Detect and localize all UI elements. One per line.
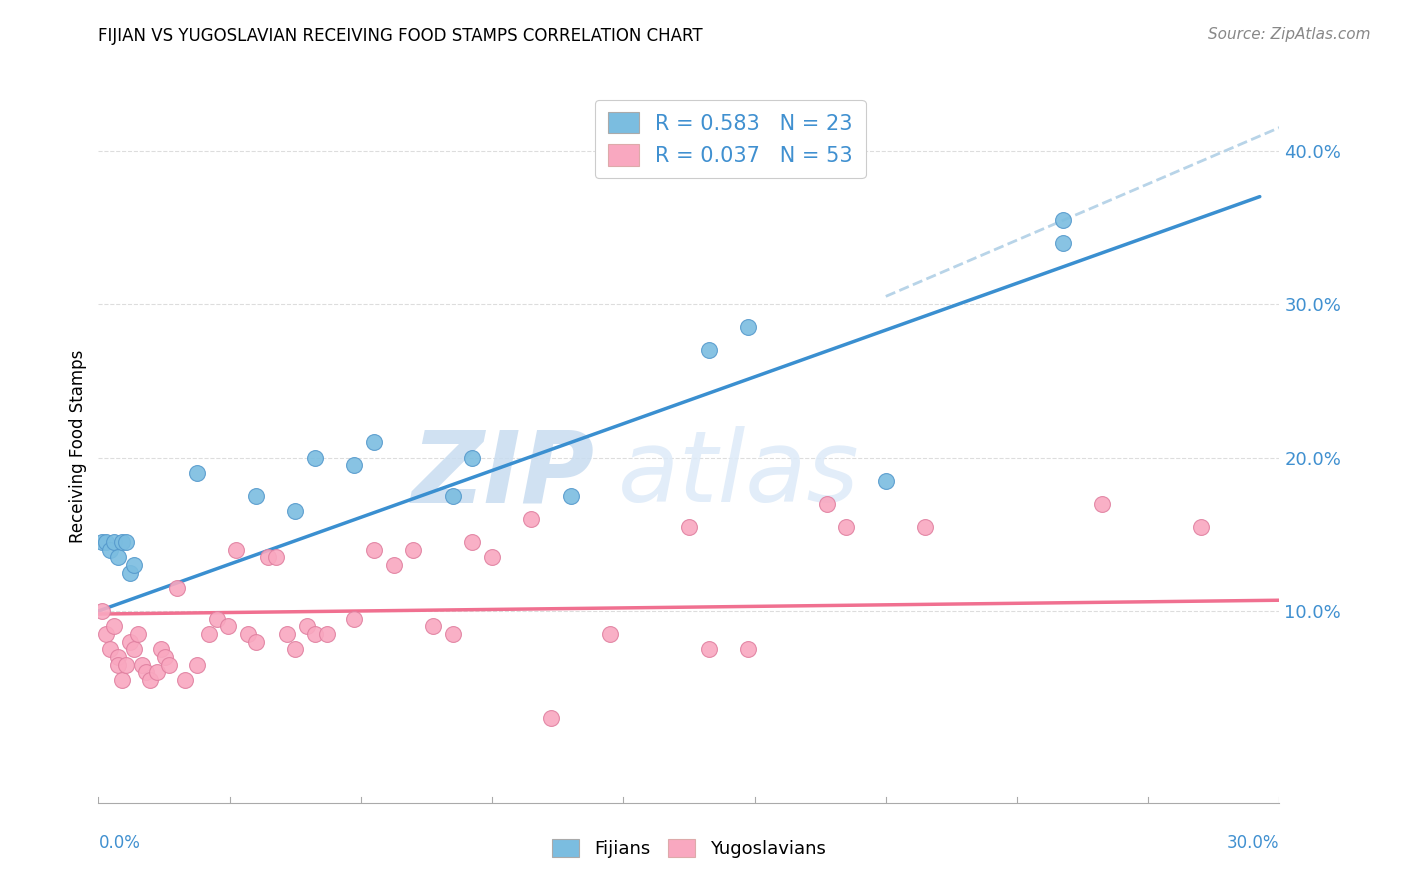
Point [91, 535, 114, 549]
Point [138, 673, 160, 687]
Point [256, 550, 278, 565]
Point [245, 634, 267, 648]
Point [135, 665, 157, 680]
Point [560, 489, 582, 503]
Point [1091, 497, 1114, 511]
Point [91, 604, 114, 618]
Point [481, 550, 503, 565]
Point [118, 634, 141, 648]
Point [304, 627, 326, 641]
Point [186, 466, 208, 480]
Point [155, 650, 177, 665]
Point [103, 535, 125, 549]
Point [875, 474, 897, 488]
Point [236, 627, 259, 641]
Point [1052, 212, 1074, 227]
Point [107, 650, 129, 665]
Point [115, 657, 138, 672]
Point [98, 542, 121, 557]
Point [146, 665, 169, 680]
Point [166, 581, 188, 595]
Point [284, 504, 307, 518]
Point [115, 535, 138, 549]
Point [520, 512, 543, 526]
Text: Source: ZipAtlas.com: Source: ZipAtlas.com [1208, 27, 1371, 42]
Point [343, 612, 366, 626]
Point [461, 535, 484, 549]
Text: FIJIAN VS YUGOSLAVIAN RECEIVING FOOD STAMPS CORRELATION CHART: FIJIAN VS YUGOSLAVIAN RECEIVING FOOD STA… [98, 27, 703, 45]
Y-axis label: Receiving Food Stamps: Receiving Food Stamps [69, 350, 87, 542]
Point [111, 673, 134, 687]
Point [107, 657, 129, 672]
Point [402, 542, 425, 557]
Point [697, 642, 720, 657]
Point [150, 642, 173, 657]
Text: 30.0%: 30.0% [1227, 834, 1279, 852]
Point [264, 550, 287, 565]
Point [599, 627, 621, 641]
Point [382, 558, 405, 572]
Text: atlas: atlas [619, 426, 859, 523]
Point [304, 450, 326, 465]
Point [284, 642, 307, 657]
Point [122, 642, 145, 657]
Point [678, 519, 700, 533]
Point [205, 612, 228, 626]
Point [461, 450, 484, 465]
Point [737, 320, 759, 334]
Point [174, 673, 197, 687]
Text: 0.0%: 0.0% [98, 834, 141, 852]
Point [1052, 235, 1074, 250]
Point [127, 627, 149, 641]
Point [1189, 519, 1212, 533]
Point [225, 542, 247, 557]
Point [131, 657, 153, 672]
Point [363, 435, 385, 450]
Legend: Fijians, Yugoslavians: Fijians, Yugoslavians [546, 831, 832, 865]
Point [835, 519, 858, 533]
Point [186, 657, 208, 672]
Point [96, 627, 118, 641]
Point [96, 535, 118, 549]
Point [217, 619, 239, 633]
Point [98, 642, 121, 657]
Point [118, 566, 141, 580]
Point [422, 619, 444, 633]
Point [441, 489, 464, 503]
Point [245, 489, 267, 503]
Point [315, 627, 337, 641]
Point [197, 627, 219, 641]
Point [363, 542, 385, 557]
Point [122, 558, 145, 572]
Point [815, 497, 838, 511]
Point [157, 657, 180, 672]
Text: ZIP: ZIP [412, 426, 595, 523]
Point [276, 627, 298, 641]
Point [737, 642, 759, 657]
Point [441, 627, 464, 641]
Point [697, 343, 720, 357]
Point [295, 619, 318, 633]
Point [111, 535, 134, 549]
Point [343, 458, 366, 473]
Point [914, 519, 936, 533]
Point [103, 619, 125, 633]
Point [540, 711, 562, 725]
Point [107, 550, 129, 565]
